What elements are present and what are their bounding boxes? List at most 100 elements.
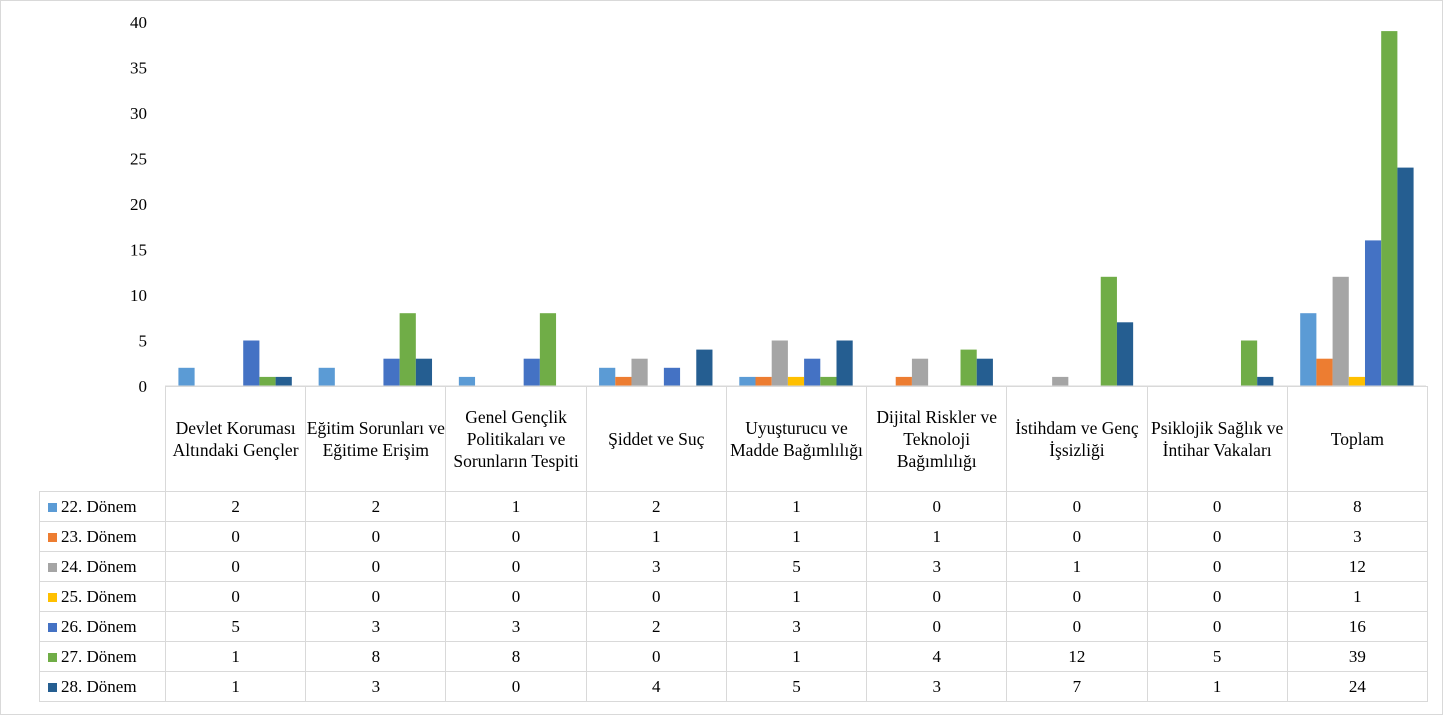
data-label: 39	[1286, 641, 1428, 672]
category-label: Toplam	[1286, 386, 1428, 492]
data-label: 0	[445, 581, 587, 612]
legend-key	[48, 682, 57, 692]
data-label: 1	[585, 521, 727, 552]
data-label: 0	[866, 611, 1008, 642]
y-tick-label: 20	[130, 195, 147, 214]
data-label: 7	[1006, 671, 1148, 702]
table-row: 27. Dönem 1 8 8 0 1 4 12 5 39	[39, 641, 1428, 672]
bar	[976, 358, 993, 386]
y-tick-label: 5	[139, 332, 148, 351]
series-name: 27. Dönem	[61, 646, 137, 666]
series-name: 26. Dönem	[61, 616, 137, 636]
bar	[911, 358, 929, 386]
series-legend-cell: 22. Dönem	[39, 491, 166, 522]
legend-key	[48, 562, 57, 572]
data-label: 1	[725, 521, 868, 552]
data-label: 0	[1006, 611, 1148, 642]
data-label: 5	[1146, 641, 1288, 672]
data-label: 1	[1286, 581, 1428, 612]
table-row: 23. Dönem 0 0 0 1 1 1 0 0 3	[39, 521, 1428, 552]
data-label: 0	[1006, 581, 1148, 612]
y-tick-label: 30	[130, 104, 147, 123]
data-label: 2	[585, 491, 727, 522]
category-label: İstihdam ve Genç İşsizliği	[1006, 386, 1148, 492]
data-label: 1	[866, 521, 1008, 552]
legend-key	[48, 652, 57, 662]
bar	[960, 349, 977, 386]
data-label: 0	[585, 641, 727, 672]
bar	[804, 358, 821, 386]
bar	[615, 376, 632, 386]
data-label: 0	[1146, 521, 1288, 552]
bar	[599, 367, 616, 386]
bar	[1257, 376, 1274, 386]
data-label: 16	[1286, 611, 1428, 642]
data-label: 4	[866, 641, 1008, 672]
table-row: 28. Dönem 1 3 0 4 5 3 7 1 24	[39, 671, 1428, 702]
table-row: 26. Dönem 5 3 3 2 3 0 0 0 16	[39, 611, 1428, 642]
data-label: 0	[164, 581, 307, 612]
table-row: 22. Dönem 2 2 1 2 1 0 0 0 8	[39, 491, 1428, 522]
category-label: Devlet Koruması Altındaki Gençler	[164, 386, 307, 492]
data-label: 2	[305, 491, 447, 522]
data-label: 2	[164, 491, 307, 522]
bar	[458, 376, 476, 386]
data-label: 0	[1146, 581, 1288, 612]
bar	[631, 358, 648, 386]
data-label: 0	[305, 521, 447, 552]
bar	[178, 367, 195, 386]
data-label: 1	[164, 671, 307, 702]
data-label: 0	[445, 671, 587, 702]
bar	[318, 367, 335, 386]
bar	[1052, 376, 1069, 386]
bar	[895, 376, 912, 386]
category-label: Dijital Riskler ve Teknoloji Bağımlılığı	[866, 386, 1008, 492]
data-label: 0	[445, 551, 587, 582]
bar	[663, 367, 681, 386]
data-table: Devlet Koruması Altındaki Gençler Eğitim …	[39, 386, 1428, 702]
bar-group	[178, 31, 1414, 386]
bar	[696, 349, 713, 386]
data-label: 1	[1146, 671, 1288, 702]
data-label: 0	[1146, 491, 1288, 522]
table-row: 24. Dönem 0 0 0 3 5 3 1 0 12	[39, 551, 1428, 582]
y-tick-label: 35	[130, 59, 147, 78]
bar	[275, 376, 292, 386]
data-label: 0	[164, 521, 307, 552]
data-label: 0	[866, 491, 1008, 522]
table-row: 25. Dönem 0 0 0 0 1 0 0 0 1	[39, 581, 1428, 612]
bar	[383, 358, 400, 386]
bar	[739, 376, 756, 386]
data-label: 1	[164, 641, 307, 672]
data-label: 0	[1006, 521, 1148, 552]
legend-key	[48, 532, 57, 542]
category-label: Genel Gençlik Politikaları ve Sorunların…	[445, 386, 587, 492]
data-label: 3	[445, 611, 587, 642]
legend-key	[48, 622, 57, 632]
series-name: 25. Dönem	[61, 586, 137, 606]
data-label: 3	[305, 611, 447, 642]
data-label: 3	[866, 671, 1008, 702]
bar	[1381, 31, 1398, 386]
y-tick-label: 10	[130, 286, 147, 305]
series-name: 22. Dönem	[61, 496, 137, 516]
data-label: 12	[1006, 641, 1148, 672]
bar	[771, 340, 788, 386]
data-label: 3	[1286, 521, 1428, 552]
data-label: 8	[305, 641, 447, 672]
bar	[755, 376, 772, 386]
series-legend-cell: 26. Dönem	[39, 611, 166, 642]
table-corner	[39, 386, 166, 492]
data-label: 1	[1006, 551, 1148, 582]
bar	[1300, 313, 1317, 386]
legend-key	[48, 592, 57, 602]
category-label: Psiklojik Sağlık ve İntihar Vakaları	[1146, 386, 1288, 492]
bar	[415, 358, 433, 386]
category-label: Eğitim Sorunları ve Eğitime Erişim	[305, 386, 447, 492]
series-name: 28. Dönem	[61, 676, 137, 696]
data-label: 24	[1286, 671, 1428, 702]
bar	[1240, 340, 1258, 386]
series-legend-cell: 23. Dönem	[39, 521, 166, 552]
